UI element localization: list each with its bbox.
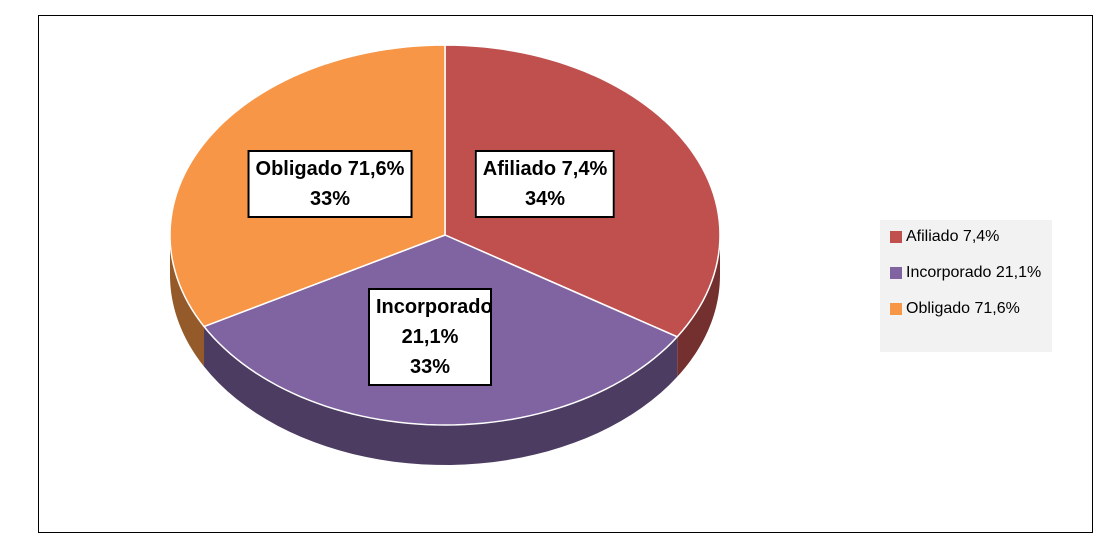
legend-label: Incorporado 21,1% [906, 264, 1042, 281]
data-label: Incorporado 21,1% 33% [368, 288, 493, 386]
slice-side [204, 326, 678, 465]
chart-frame [38, 15, 1093, 533]
legend-swatch [890, 267, 902, 279]
legend-swatch [890, 303, 902, 315]
legend-label: Afiliado 7,4% [906, 228, 1000, 245]
label-category: Incorporado 21,1% [376, 296, 493, 348]
legend: Afiliado 7,4% Incorporado 21,1% Obligado 7… [880, 220, 1052, 352]
label-category: Obligado 71,6% [255, 158, 405, 180]
data-label: Obligado 71,6% 33% [247, 150, 413, 218]
legend-item: Obligado 71,6% [890, 300, 1020, 318]
slice-side [170, 235, 205, 367]
legend-item: Incorporado 21,1% [890, 264, 1041, 282]
legend-swatch [890, 231, 902, 243]
label-category: Afiliado 7,4% [482, 158, 608, 180]
slice-side [677, 235, 720, 377]
legend-item: Afiliado 7,4% [890, 228, 999, 246]
data-label: Afiliado 7,4% 34% [474, 150, 616, 218]
label-value: 33% [409, 356, 451, 378]
label-value: 34% [524, 188, 566, 210]
label-value: 33% [309, 188, 351, 210]
legend-label: Obligado 71,6% [906, 300, 1020, 317]
